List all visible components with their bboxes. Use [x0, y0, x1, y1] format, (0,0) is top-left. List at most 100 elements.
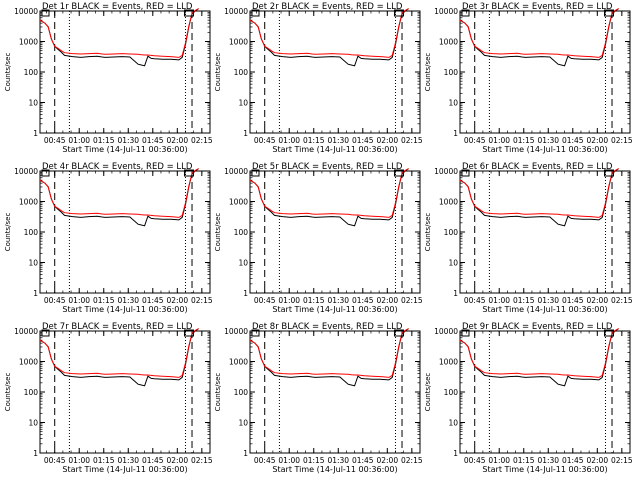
series-line-events	[39, 328, 199, 387]
series-line-lld	[249, 328, 409, 378]
x-tick-label: 01:00	[488, 456, 510, 465]
x-axis-label: Start Time (14-Jul-11 00:36:00)	[62, 305, 187, 314]
x-tick-label: 01:00	[278, 136, 300, 145]
plot-frame	[249, 330, 421, 454]
detector-panel: Det 7r BLACK = Events, RED = LLD 1 10 100 10…	[4, 322, 213, 474]
series-line-lld	[249, 8, 409, 58]
detector-panel: Det 5r BLACK = Events, RED = LLD 1 10 100 10…	[214, 162, 423, 314]
x-axis-label: Start Time (14-Jul-11 00:36:00)	[272, 305, 397, 314]
detector-panel: Det 4r BLACK = Events, RED = LLD 1 10 100 10…	[4, 162, 213, 314]
y-tick-label: 1	[243, 289, 248, 298]
range-marker-box	[41, 9, 50, 17]
x-tick-label: 01:30	[117, 456, 139, 465]
x-tick-label: 01:45	[142, 456, 164, 465]
y-tick-label: 10	[238, 259, 248, 268]
y-tick-label: 100	[234, 228, 249, 237]
y-axis-label: Counts/sec	[424, 53, 432, 92]
x-tick-label: 00:45	[254, 136, 276, 145]
x-tick-label: 00:45	[254, 296, 276, 305]
plot-frame	[459, 10, 631, 134]
x-tick-label: 01:15	[303, 456, 325, 465]
x-tick-label: 01:15	[93, 456, 115, 465]
x-tick-label: 02:15	[401, 456, 423, 465]
detector-panel: Det 6r BLACK = Events, RED = LLD 1 10 100 10…	[424, 162, 633, 314]
range-marker-box	[393, 169, 404, 177]
y-tick-label: 1	[33, 289, 38, 298]
y-tick-label: 10	[448, 259, 458, 268]
y-tick-label: 1	[453, 289, 458, 298]
y-tick-label: 100	[24, 68, 39, 77]
x-axis-label: Start Time (14-Jul-11 00:36:00)	[272, 465, 397, 474]
series-line-events	[459, 8, 619, 67]
x-tick-label: 02:15	[191, 296, 213, 305]
y-tick-label: 1000	[229, 198, 248, 207]
range-marker-box	[393, 329, 404, 337]
range-marker-box	[461, 9, 470, 17]
series-line-events	[249, 168, 409, 227]
y-tick-label: 10	[238, 419, 248, 428]
y-tick-label: 10000	[14, 7, 38, 16]
plot-frame	[249, 10, 421, 134]
range-marker-box	[41, 169, 50, 177]
range-marker-box	[183, 169, 194, 177]
range-marker-box	[603, 9, 614, 17]
x-axis-label: Start Time (14-Jul-11 00:36:00)	[482, 305, 607, 314]
range-marker-box	[603, 169, 614, 177]
panel-title: Det 2r BLACK = Events, RED = LLD	[252, 2, 403, 12]
x-tick-label: 00:45	[464, 136, 486, 145]
x-axis-label: Start Time (14-Jul-11 00:36:00)	[62, 465, 187, 474]
y-tick-label: 1	[33, 129, 38, 138]
x-tick-label: 02:00	[166, 136, 188, 145]
y-tick-label: 10000	[224, 327, 248, 336]
panel-title: Det 6r BLACK = Events, RED = LLD	[462, 162, 613, 172]
x-tick-label: 00:45	[44, 136, 66, 145]
x-tick-label: 01:45	[562, 136, 584, 145]
y-tick-label: 1000	[439, 38, 458, 47]
x-tick-label: 01:00	[278, 456, 300, 465]
y-tick-label: 10000	[224, 167, 248, 176]
x-tick-label: 02:00	[586, 456, 608, 465]
y-tick-label: 100	[444, 388, 459, 397]
x-tick-label: 02:00	[166, 296, 188, 305]
x-tick-label: 01:30	[117, 296, 139, 305]
y-tick-label: 10	[28, 259, 38, 268]
x-axis-label: Start Time (14-Jul-11 00:36:00)	[272, 145, 397, 154]
x-tick-label: 01:00	[68, 456, 90, 465]
plot-frame	[459, 170, 631, 294]
x-tick-label: 01:00	[68, 296, 90, 305]
plot-frame	[39, 10, 211, 134]
x-tick-label: 02:15	[611, 456, 633, 465]
y-axis-label: Counts/sec	[4, 53, 12, 92]
range-marker-box	[41, 329, 50, 337]
x-tick-label: 01:45	[142, 136, 164, 145]
x-tick-label: 01:30	[537, 456, 559, 465]
y-tick-label: 1000	[229, 358, 248, 367]
y-tick-label: 100	[24, 388, 39, 397]
x-tick-label: 02:00	[376, 296, 398, 305]
x-tick-label: 01:30	[117, 136, 139, 145]
y-tick-label: 10000	[434, 7, 458, 16]
x-tick-label: 01:15	[303, 136, 325, 145]
series-line-events	[459, 328, 619, 387]
series-line-events	[249, 328, 409, 387]
series-line-lld	[459, 328, 619, 378]
y-axis-label: Counts/sec	[214, 213, 222, 252]
range-marker-box	[393, 9, 404, 17]
x-tick-label: 01:00	[68, 136, 90, 145]
x-axis-label: Start Time (14-Jul-11 00:36:00)	[62, 145, 187, 154]
panel-title: Det 5r BLACK = Events, RED = LLD	[252, 162, 403, 172]
y-tick-label: 1000	[19, 358, 38, 367]
y-tick-label: 10000	[224, 7, 248, 16]
x-tick-label: 01:45	[562, 296, 584, 305]
x-tick-label: 01:30	[537, 296, 559, 305]
x-tick-label: 01:15	[93, 296, 115, 305]
x-tick-label: 02:15	[191, 136, 213, 145]
range-marker-box	[251, 169, 260, 177]
x-tick-label: 02:00	[586, 296, 608, 305]
y-axis-label: Counts/sec	[214, 373, 222, 412]
range-marker-box	[603, 329, 614, 337]
series-line-lld	[39, 168, 199, 218]
panel-title: Det 4r BLACK = Events, RED = LLD	[42, 162, 193, 172]
x-axis-label: Start Time (14-Jul-11 00:36:00)	[482, 465, 607, 474]
